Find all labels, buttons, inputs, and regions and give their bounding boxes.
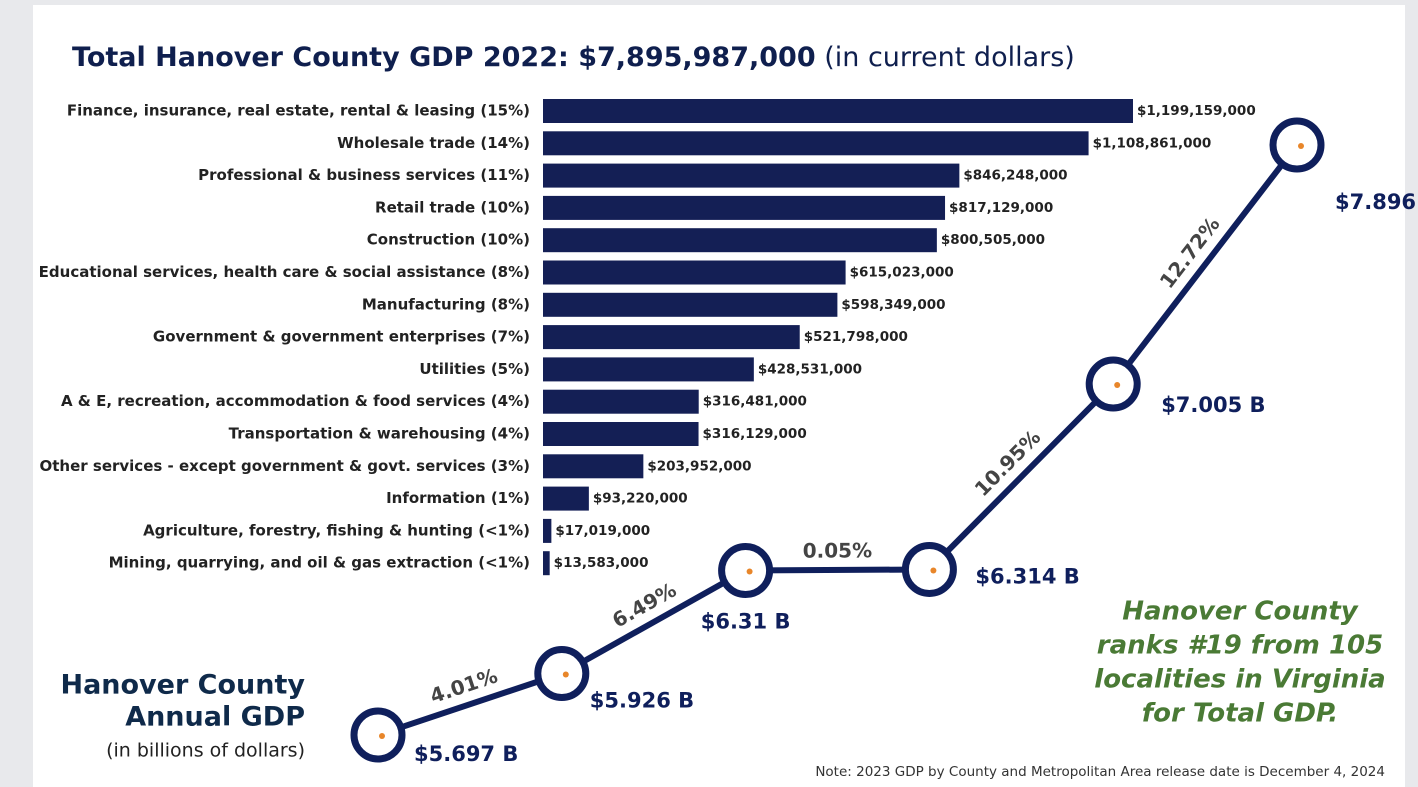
bar bbox=[543, 131, 1089, 156]
value-label: $846,248,000 bbox=[963, 168, 1067, 184]
bar bbox=[543, 486, 589, 511]
bar bbox=[543, 422, 699, 446]
point-dot bbox=[1298, 143, 1304, 149]
bar bbox=[543, 99, 1133, 123]
bar bbox=[543, 228, 937, 253]
category-label: Educational services, health care & soci… bbox=[39, 263, 530, 281]
value-label: $615,023,000 bbox=[850, 265, 954, 281]
value-label: $13,583,000 bbox=[554, 555, 649, 571]
value-label: $800,505,000 bbox=[941, 232, 1045, 248]
rank-callout: ranks #19 from 105 bbox=[1097, 631, 1383, 661]
value-label: $428,531,000 bbox=[758, 361, 862, 377]
category-label: Professional & business services (11%) bbox=[198, 166, 530, 184]
bar bbox=[543, 292, 838, 317]
point-dot bbox=[1114, 382, 1121, 389]
category-label: Construction (10%) bbox=[367, 231, 530, 249]
point-dot bbox=[930, 567, 937, 574]
category-label: Retail trade (10%) bbox=[375, 198, 530, 216]
category-label: Finance, insurance, real estate, rental … bbox=[67, 102, 530, 120]
growth-label: 0.05% bbox=[803, 538, 873, 562]
category-label: Agriculture, forestry, fishing & hunting… bbox=[143, 521, 530, 539]
point bbox=[350, 707, 406, 763]
bar bbox=[543, 195, 946, 220]
rank-callout: localities in Virginia bbox=[1094, 665, 1385, 695]
title-main: Total Hanover County GDP 2022: $7,895,98… bbox=[72, 42, 816, 73]
category-label: A & E, recreation, accommodation & food … bbox=[61, 392, 530, 410]
value-label: $1,199,159,000 bbox=[1137, 103, 1256, 119]
bar bbox=[543, 454, 644, 479]
rank-callout: for Total GDP. bbox=[1142, 699, 1338, 729]
point-dot bbox=[379, 733, 385, 739]
value-label: $316,129,000 bbox=[703, 426, 807, 442]
point-label: $6.314 B bbox=[975, 564, 1079, 588]
value-label: $316,481,000 bbox=[703, 394, 807, 410]
value-label: $598,349,000 bbox=[841, 297, 945, 313]
value-label: $203,952,000 bbox=[647, 458, 751, 474]
category-label: Transportation & warehousing (4%) bbox=[229, 425, 530, 443]
bar-title: Total Hanover County GDP 2022: $7,895,98… bbox=[72, 42, 1075, 73]
value-label: $521,798,000 bbox=[804, 329, 908, 345]
gdp-line bbox=[377, 143, 1300, 738]
category-label: Information (1%) bbox=[386, 489, 530, 507]
point-dot bbox=[562, 671, 569, 678]
point-label: $7.896 B bbox=[1335, 190, 1418, 214]
bar bbox=[543, 325, 800, 350]
category-label: Mining, quarrying, and oil & gas extract… bbox=[109, 554, 530, 572]
value-label: $817,129,000 bbox=[949, 200, 1053, 216]
rank-callout: Hanover County bbox=[1122, 597, 1359, 627]
bar bbox=[543, 357, 754, 382]
point bbox=[718, 543, 774, 599]
point bbox=[1269, 117, 1325, 173]
line-title: Hanover County bbox=[60, 670, 305, 701]
category-label: Wholesale trade (14%) bbox=[337, 134, 530, 152]
point-label: $5.926 B bbox=[590, 689, 694, 713]
category-label: Other services - except government & gov… bbox=[40, 457, 531, 475]
point-label: $6.31 B bbox=[701, 610, 791, 634]
point bbox=[901, 541, 957, 597]
point bbox=[1085, 356, 1141, 412]
point-label: $7.005 B bbox=[1161, 393, 1265, 417]
point bbox=[534, 646, 590, 702]
category-label: Manufacturing (8%) bbox=[362, 295, 530, 313]
point-dot bbox=[746, 568, 753, 575]
bar bbox=[543, 518, 552, 543]
bar bbox=[543, 163, 960, 188]
value-label: $1,108,861,000 bbox=[1093, 135, 1212, 151]
bar bbox=[543, 551, 550, 576]
note: Note: 2023 GDP by County and Metropolita… bbox=[815, 764, 1385, 780]
line-subtitle: (in billions of dollars) bbox=[106, 740, 305, 762]
title-sub: (in current dollars) bbox=[824, 42, 1075, 73]
bar bbox=[543, 389, 699, 414]
line-title: Annual GDP bbox=[125, 702, 305, 733]
value-label: $93,220,000 bbox=[593, 491, 688, 507]
category-label: Utilities (5%) bbox=[419, 360, 530, 378]
point-label: $5.697 B bbox=[414, 742, 518, 766]
bar bbox=[543, 260, 846, 285]
category-label: Government & government enterprises (7%) bbox=[153, 328, 530, 346]
value-label: $17,019,000 bbox=[555, 523, 650, 539]
